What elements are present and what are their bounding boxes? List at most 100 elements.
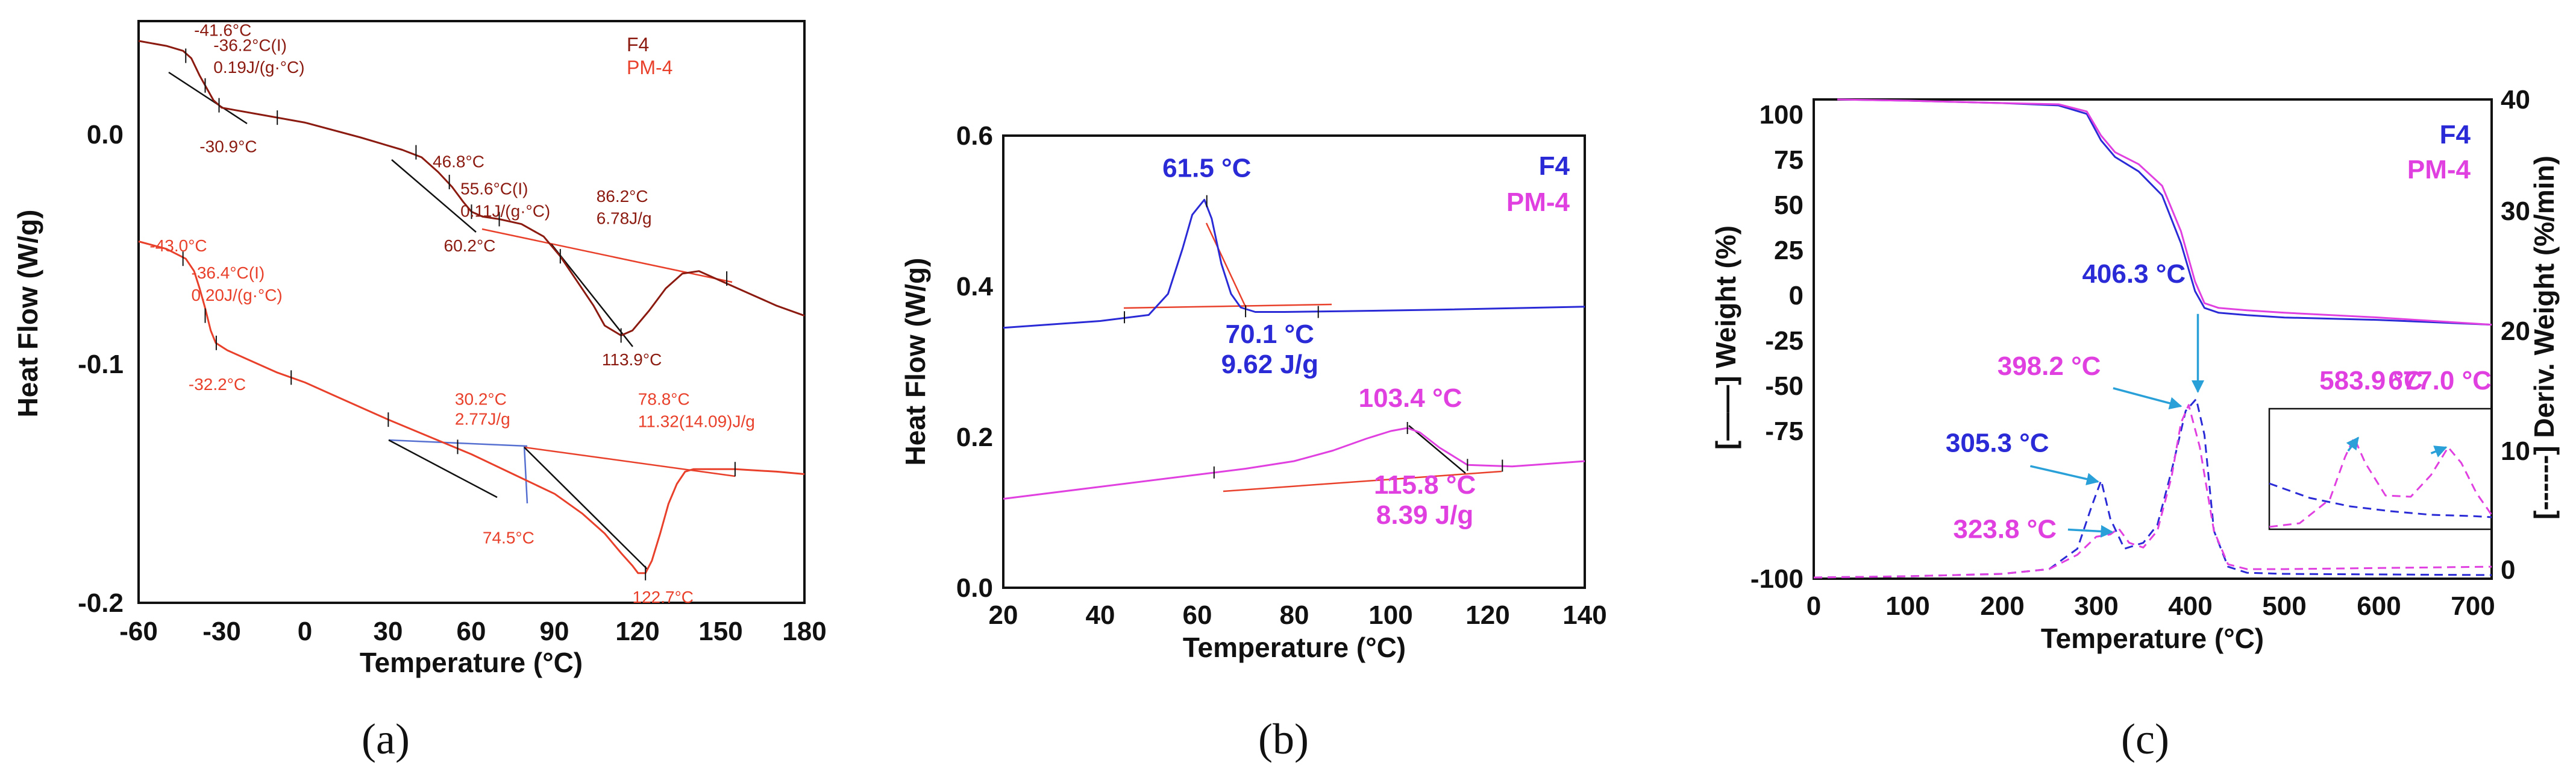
y-tick-label: 50: [1774, 190, 1804, 220]
annotation-label: 583.9 °C: [2319, 366, 2423, 395]
panel-b-x-tick-labels: 20 40 60 80 100 120 140: [989, 600, 1607, 630]
annotation-label: 2.77J/g: [455, 409, 510, 428]
x-tick-label: -60: [119, 617, 158, 646]
legend-entry-f4: F4: [2440, 120, 2471, 149]
panel-b-y-tick-labels: 0.0 0.2 0.4 0.6: [956, 121, 994, 603]
panel-c-arrows: [2029, 313, 2448, 538]
panel-c-left-y-axis-label: [——] Weight (%): [1710, 225, 1741, 450]
panel-c: 0 100 200 300 400 500 600 700 100 75 50 …: [1710, 85, 2560, 763]
x-tick-label: 120: [1465, 600, 1509, 630]
x-tick-label: 300: [2074, 591, 2118, 621]
annotation-label: 115.8 °C: [1374, 470, 1476, 500]
tangent-line: [1408, 425, 1466, 474]
annotation-label: 323.8 °C: [1953, 514, 2057, 544]
annotation-label: -32.2°C: [189, 375, 246, 394]
legend-entry-pm4: PM-4: [2407, 155, 2471, 184]
panel-b-legend: F4 PM-4: [1506, 151, 1570, 217]
series-f4-deriv-line: [1813, 398, 2492, 579]
x-tick-label: 400: [2168, 591, 2212, 621]
x-tick-label: 90: [540, 617, 569, 646]
y-tick-label: -50: [1765, 371, 1804, 401]
panel-c-annotations: 305.3 °C 406.3 °C 398.2 °C 323.8 °C 583.9 °C…: [1946, 259, 2492, 544]
annotation-label: -43.0°C: [149, 236, 207, 255]
x-tick-label: 100: [1368, 600, 1412, 630]
annotation-label: 30.2°C: [455, 390, 507, 409]
y-tick-label: 0: [1789, 281, 1804, 310]
pointer-arrow: [2346, 436, 2359, 452]
annotation-label: -36.2°C(I): [213, 36, 287, 54]
pointer-arrow: [2029, 465, 2099, 486]
annotation-label: 677.0 °C: [2388, 366, 2492, 395]
annotation-label: 6.78J/g: [597, 209, 652, 228]
x-tick-label: 180: [782, 617, 826, 646]
panel-b-construction-lines: [1123, 222, 1502, 492]
panel-c-x-tick-labels: 0 100 200 300 400 500 600 700: [1807, 591, 2495, 621]
panel-c-legend: F4 PM-4: [2407, 120, 2471, 184]
annotation-label: 0.11J/(g·°C): [460, 201, 550, 220]
panel-c-x-axis-label: Temperature (°C): [2041, 623, 2264, 654]
panel-a-plot-frame: [137, 20, 806, 604]
annotation-label: 46.8°C: [433, 152, 484, 171]
annotation-label: 60.2°C: [444, 236, 496, 255]
annotation-label: 78.8°C: [638, 390, 690, 409]
x-tick-label: -30: [202, 617, 241, 646]
panel-a-curve-tick-marks: [182, 48, 736, 581]
y-tick-label: 0.0: [87, 120, 124, 149]
panel-a-x-axis-label: Temperature (°C): [360, 647, 583, 678]
panel-label-a: (a): [362, 715, 410, 763]
y-tick-label: 0.2: [956, 423, 993, 452]
annotation-label: 61.5 °C: [1162, 154, 1251, 183]
y-tick-label: -0.1: [78, 350, 124, 379]
legend-entry-f4: F4: [627, 34, 649, 55]
tangent-line: [388, 439, 498, 499]
annotation-label: -36.4°C(I): [192, 263, 265, 282]
panel-b-curve-tick-marks: [1124, 195, 1503, 479]
panel-a-curves: [138, 40, 805, 574]
tangent-line: [524, 447, 648, 570]
y-tick-label: -100: [1750, 564, 1804, 594]
inset-frame: [2268, 408, 2493, 530]
series-f4-line: [1003, 198, 1585, 329]
panel-label-c: (c): [2121, 715, 2169, 763]
y-tick-label: 75: [1774, 145, 1804, 175]
annotation-label: 55.6°C(I): [460, 179, 528, 198]
series-f4-line: [138, 40, 805, 336]
x-tick-label: 30: [374, 617, 403, 646]
tangent-line: [391, 159, 477, 233]
panel-c-right-y-axis-label: [------] Deriv. Weight (%/min): [2528, 156, 2560, 520]
y-tick-label: 0.4: [956, 272, 994, 301]
panel-c-left-y-tick-labels: 100 75 50 25 0 -25 -50 -75 -100: [1750, 100, 1804, 594]
annotation-label: 305.3 °C: [1946, 428, 2049, 458]
x-tick-label: 0: [298, 617, 312, 646]
annotation-label: -30.9°C: [199, 137, 257, 156]
annotation-label: 406.3 °C: [2082, 259, 2186, 289]
panel-a-annotations: -41.6°C-36.2°C(I) 0.19J/(g·°C) -30.9°C 46.8…: [149, 21, 754, 606]
annotation-label: 9.62 J/g: [1221, 350, 1318, 379]
y-tick-label: 100: [1760, 100, 1804, 130]
tangent-line: [168, 71, 248, 125]
annotation-label: 0.19J/(g·°C): [213, 58, 304, 77]
y2-tick-label: 0: [2501, 555, 2515, 585]
x-tick-label: 120: [615, 617, 659, 646]
panel-c-plot-frame: [1813, 98, 2493, 580]
x-tick-label: 100: [1885, 591, 1929, 621]
pointer-arrow: [2430, 445, 2448, 458]
panel-a-x-tick-labels: -60 -30 0 30 60 90 120 150 180: [119, 617, 827, 646]
annotation-label: 122.7°C: [633, 588, 694, 606]
inset-f4-deriv-line: [2269, 482, 2492, 518]
series-pm4-line: [1003, 427, 1585, 500]
baseline-line: [1123, 303, 1332, 309]
annotation-label: 8.39 J/g: [1376, 500, 1473, 530]
pointer-arrow: [2113, 387, 2183, 410]
annotation-label: 0.20J/(g·°C): [192, 286, 283, 304]
x-tick-label: 600: [2357, 591, 2401, 621]
x-tick-label: 140: [1562, 600, 1606, 630]
x-tick-label: 200: [1980, 591, 2024, 621]
panel-label-b: (b): [1258, 715, 1309, 763]
panel-b-x-axis-label: Temperature (°C): [1183, 632, 1406, 663]
annotation-label: -41.6°C: [194, 21, 251, 40]
panel-a-legend: F4 PM-4: [627, 34, 672, 78]
series-pm4-deriv-line: [1813, 404, 2492, 579]
panel-a-y-axis-label: Heat Flow (W/g): [12, 210, 43, 418]
tangent-line: [1205, 222, 1247, 309]
